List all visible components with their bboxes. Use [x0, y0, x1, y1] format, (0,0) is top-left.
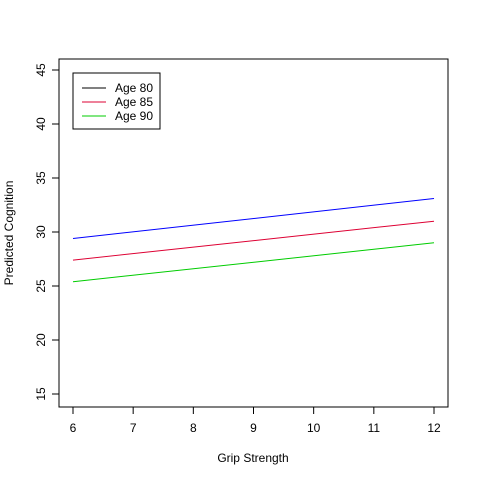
legend-label-1: Age 80 [115, 81, 153, 95]
y-tick-label: 30 [34, 225, 48, 239]
series-lines [72, 198, 435, 283]
x-tick-label: 8 [190, 421, 197, 435]
x-axis-title: Grip Strength [217, 451, 288, 465]
x-tick-label: 9 [250, 421, 257, 435]
x-tick-label: 10 [307, 421, 321, 435]
x-tick-label: 6 [70, 421, 77, 435]
x-tick-label: 11 [368, 421, 381, 435]
y-tick-label: 45 [34, 63, 48, 77]
y-tick-label: 20 [34, 333, 48, 347]
x-tick-label: 12 [427, 421, 441, 435]
legend-label-2: Age 85 [115, 95, 153, 109]
y-tick-label: 15 [34, 387, 48, 401]
y-tick-label: 40 [34, 117, 48, 131]
x-axis: 6 7 8 9 10 11 12 [70, 406, 441, 435]
y-axis-title: Predicted Cognition [2, 181, 16, 286]
y-tick-label: 25 [34, 279, 48, 293]
legend-box [72, 72, 161, 130]
series-line-1 [72, 198, 435, 239]
y-tick-label: 35 [34, 171, 48, 185]
series-line-2 [72, 220, 435, 261]
y-axis: 15 20 25 30 35 40 45 [34, 63, 60, 401]
x-tick-label: 7 [130, 421, 137, 435]
legend-label-3: Age 90 [115, 109, 153, 123]
series-line-3 [72, 242, 435, 283]
